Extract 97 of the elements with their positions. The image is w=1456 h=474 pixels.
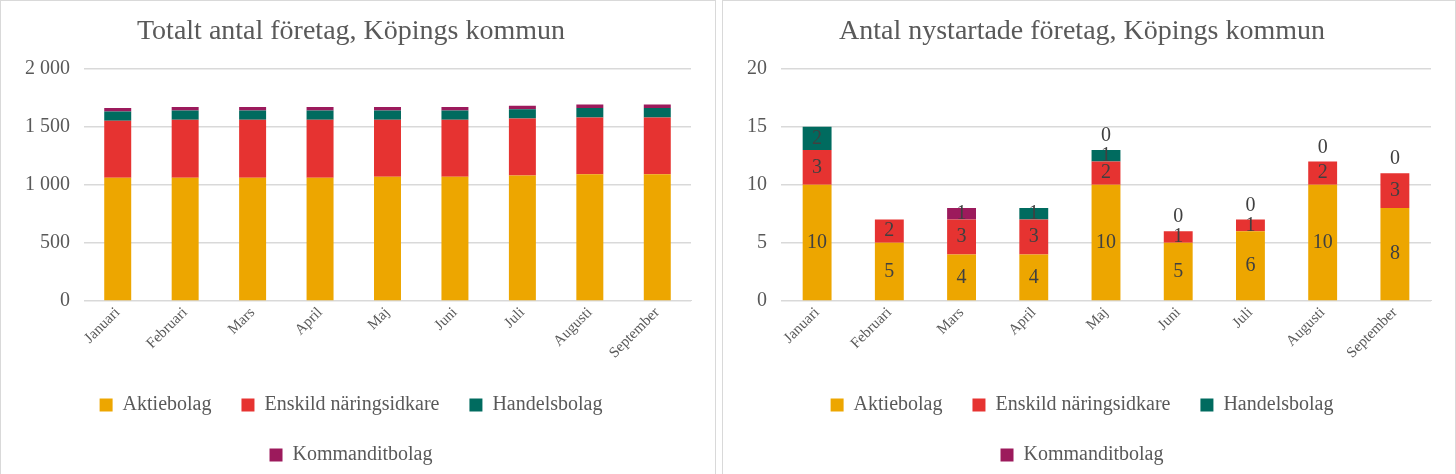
bar	[374, 176, 401, 301]
bar	[306, 119, 334, 178]
bar	[1380, 207, 1410, 301]
data-label: 3	[956, 224, 967, 247]
bar	[104, 108, 132, 112]
legend-label: Kommanditbolag	[1023, 442, 1164, 466]
data-label: 10	[1312, 229, 1333, 252]
bar	[1019, 254, 1049, 301]
y-tick-label: 10	[747, 172, 767, 195]
legend-label: Enskild näringsidkare	[264, 392, 440, 416]
bar	[1019, 219, 1049, 255]
bar	[576, 174, 604, 301]
bar	[104, 120, 132, 178]
x-tick-label: Juli	[1228, 303, 1256, 331]
data-label: 4	[1028, 264, 1039, 287]
data-label: 0	[1317, 134, 1328, 157]
bar	[643, 174, 671, 301]
x-tick-label: Maj	[364, 303, 393, 333]
data-label: 3	[1389, 177, 1400, 200]
data-label: 2	[1317, 160, 1328, 183]
bar	[374, 110, 401, 120]
data-label: 1	[956, 201, 967, 224]
data-label: 8	[1389, 241, 1400, 264]
bar	[306, 110, 334, 120]
data-label: 0	[1245, 192, 1256, 215]
bar	[643, 108, 671, 118]
y-tick-label: 1 000	[25, 172, 70, 195]
bar	[104, 177, 132, 301]
bar	[1308, 161, 1338, 185]
data-label: 0	[1389, 146, 1400, 169]
bar	[1163, 242, 1193, 301]
legend-label: Handelsbolag	[492, 392, 603, 416]
y-tick-label: 500	[40, 230, 70, 253]
data-label: 3	[812, 154, 823, 177]
bar	[1019, 207, 1049, 220]
bar	[171, 110, 199, 120]
bar	[802, 126, 832, 150]
bar	[1236, 231, 1265, 301]
data-label: 5	[884, 258, 895, 281]
y-tick-label: 15	[747, 113, 767, 136]
y-tick-label: 5	[757, 230, 767, 253]
data-label: 10	[1096, 229, 1116, 252]
x-tick-label: Juli	[500, 303, 528, 331]
data-label: 10	[807, 229, 828, 252]
bar	[171, 119, 199, 178]
legend-label: Aktiebolag	[122, 392, 212, 416]
chart-title: Antal nystartade företag, Köpings kommun	[838, 14, 1326, 46]
bar	[171, 177, 199, 301]
y-tick-label: 20	[747, 55, 767, 78]
bar	[239, 119, 267, 178]
bar	[576, 108, 604, 118]
legend-label: Aktiebolag	[853, 392, 943, 416]
bar	[508, 118, 536, 176]
data-label: 0	[1173, 204, 1184, 227]
data-label: 0	[1101, 123, 1111, 146]
data-label: 3	[1028, 224, 1039, 247]
x-tick-label: Juni	[1154, 303, 1184, 333]
bar	[802, 149, 832, 185]
bar	[802, 184, 832, 301]
x-tick-label: Maj	[1082, 303, 1111, 333]
chart-title: Totalt antal företag, Köpings kommun	[136, 14, 566, 46]
legend-label: Handelsbolag	[1223, 392, 1334, 416]
y-tick-label: 0	[757, 288, 767, 311]
bar	[441, 110, 469, 120]
data-label: 2	[884, 218, 895, 241]
data-label: 1	[1028, 201, 1039, 224]
y-tick-label: 1 500	[25, 113, 70, 136]
bar	[947, 207, 976, 220]
bar	[576, 117, 604, 175]
bar	[874, 242, 904, 301]
bar	[104, 111, 132, 121]
bar	[508, 109, 536, 119]
bar	[1308, 184, 1338, 301]
x-tick-label: Juni	[430, 303, 460, 333]
y-tick-label: 0	[60, 288, 70, 311]
data-label: 2	[1101, 160, 1111, 183]
bar	[239, 110, 267, 120]
bar	[374, 119, 401, 177]
bar	[441, 119, 469, 177]
bar	[508, 175, 536, 301]
data-label: 4	[956, 264, 967, 287]
bar	[947, 254, 976, 301]
bar	[947, 219, 976, 255]
data-label: 6	[1245, 252, 1256, 275]
data-label: 2	[812, 125, 823, 148]
data-label: 1	[1173, 224, 1184, 247]
bar	[239, 177, 267, 301]
bar	[441, 176, 469, 301]
legend-label: Enskild näringsidkare	[995, 392, 1171, 416]
legend-label: Kommanditbolag	[292, 442, 433, 466]
bar	[1091, 184, 1121, 301]
bar	[306, 177, 334, 301]
bar	[874, 219, 904, 243]
bar	[1380, 173, 1410, 208]
y-tick-label: 2 000	[25, 55, 70, 78]
bar	[643, 117, 671, 175]
data-label: 5	[1173, 258, 1184, 281]
